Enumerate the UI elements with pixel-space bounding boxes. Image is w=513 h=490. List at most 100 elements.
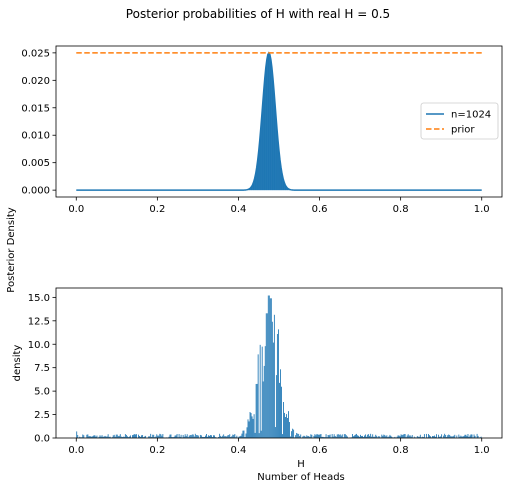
x-tick-label: 0.4 (231, 204, 247, 215)
histogram-bar (201, 436, 203, 438)
histogram-bar (234, 434, 236, 438)
histogram-bar (391, 436, 393, 438)
histogram-bar (371, 436, 373, 438)
histogram-bar (476, 433, 478, 438)
histogram-bar (283, 402, 284, 438)
histogram-bar (128, 436, 130, 438)
histogram-bar (429, 435, 430, 438)
histogram-bar (158, 435, 160, 438)
histogram-bar (403, 434, 405, 438)
histogram-bar (354, 435, 355, 438)
histogram-bar (337, 434, 339, 438)
histogram-bar (285, 416, 286, 438)
histogram-bar (379, 436, 381, 438)
histogram-bar (184, 434, 186, 438)
histogram-bar (409, 435, 411, 438)
histogram-bar (116, 434, 118, 438)
histogram-bar (343, 434, 345, 438)
histogram-bar (107, 434, 109, 438)
shared-y-axis-label: Posterior Density (6, 207, 17, 292)
x-axis-label: H (297, 459, 305, 470)
histogram-bar (104, 435, 106, 438)
histogram-bar (416, 436, 418, 438)
histogram-bar (212, 437, 213, 438)
x-tick-label: 1.0 (474, 204, 490, 215)
histogram-bar (401, 435, 403, 438)
y-tick-label: 2.5 (34, 410, 50, 421)
histogram-bar (297, 433, 299, 438)
histogram-bar (425, 433, 427, 438)
y-tick-label: 0.015 (21, 103, 50, 114)
histogram-bar (239, 436, 241, 438)
histogram-bar (279, 382, 280, 438)
histogram-bar (144, 436, 146, 438)
histogram-bar (444, 433, 446, 438)
histogram-bar (183, 436, 185, 438)
histogram-bar (468, 436, 470, 438)
histogram-bar (284, 412, 285, 438)
histogram-bar (105, 436, 107, 438)
histogram-bar (106, 436, 108, 438)
histogram-bar (219, 433, 221, 438)
histogram-bar (246, 427, 248, 438)
histogram-bar (372, 434, 374, 438)
x-tick-label: 0.8 (393, 204, 409, 215)
histogram-bar (477, 435, 479, 438)
histogram-bar (439, 436, 441, 438)
posterior-fill (246, 52, 292, 191)
histogram-bar (241, 433, 243, 438)
histogram-bar (150, 433, 152, 438)
histogram-bar (143, 437, 145, 438)
histogram-bar (115, 434, 117, 438)
x-axis-label-secondary: Number of Heads (257, 472, 345, 483)
histogram-bars (76, 295, 482, 438)
histogram-bar (326, 437, 328, 438)
histogram-bar (387, 437, 389, 438)
histogram-bar (200, 435, 202, 438)
histogram-bar (120, 436, 122, 438)
histogram-bar (465, 434, 467, 438)
histogram-bar (357, 435, 358, 438)
histogram-bar (95, 436, 97, 438)
histogram-bar (145, 435, 147, 438)
histogram-bar (282, 434, 283, 438)
histogram-bar (213, 435, 214, 438)
histogram-bar (114, 436, 116, 438)
histogram-bar (281, 386, 282, 438)
histogram-bar (311, 434, 313, 438)
histogram-bar (341, 434, 343, 438)
x-tick-label: 0.6 (312, 204, 328, 215)
histogram-bar (229, 434, 231, 438)
histogram-bar (254, 432, 256, 438)
histogram-bar (242, 430, 244, 438)
histogram-bar (308, 435, 310, 438)
histogram-bar (291, 431, 293, 438)
histogram-bar (277, 329, 279, 438)
histogram-bar (178, 434, 180, 438)
histogram-bar (463, 435, 465, 438)
histogram-bar (313, 435, 315, 438)
histogram-bar (226, 436, 228, 438)
histogram-bar (93, 435, 95, 438)
histogram-bar (174, 435, 176, 438)
histogram-bar (345, 435, 347, 438)
histogram-bar (454, 434, 456, 438)
histogram-bar (417, 436, 419, 438)
histogram-bar (329, 434, 331, 438)
histogram-bar (385, 436, 387, 438)
histogram-bar (453, 435, 455, 438)
histogram-bar (273, 314, 275, 438)
histogram-bar (127, 437, 129, 438)
histogram-bar (221, 436, 223, 438)
histogram-bar (366, 436, 368, 438)
histogram-bar (400, 434, 402, 438)
histogram-bar (243, 430, 245, 438)
histogram-bar (450, 436, 452, 438)
histogram-bar (261, 346, 263, 438)
histogram-bar (126, 436, 128, 438)
histogram-bar (460, 435, 462, 438)
histogram-bar (155, 436, 157, 438)
series-line-n1024 (76, 51, 482, 191)
histogram-bar (94, 435, 96, 438)
